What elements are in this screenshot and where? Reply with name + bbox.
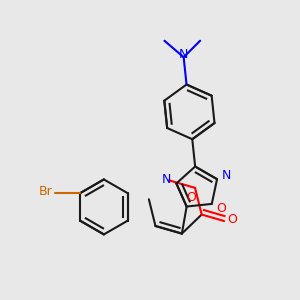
Text: N: N: [162, 173, 171, 186]
Text: Br: Br: [39, 185, 52, 198]
Text: N: N: [179, 48, 188, 61]
Text: O: O: [186, 191, 196, 204]
Text: O: O: [227, 213, 237, 226]
Text: N: N: [222, 169, 232, 182]
Text: O: O: [217, 202, 226, 215]
